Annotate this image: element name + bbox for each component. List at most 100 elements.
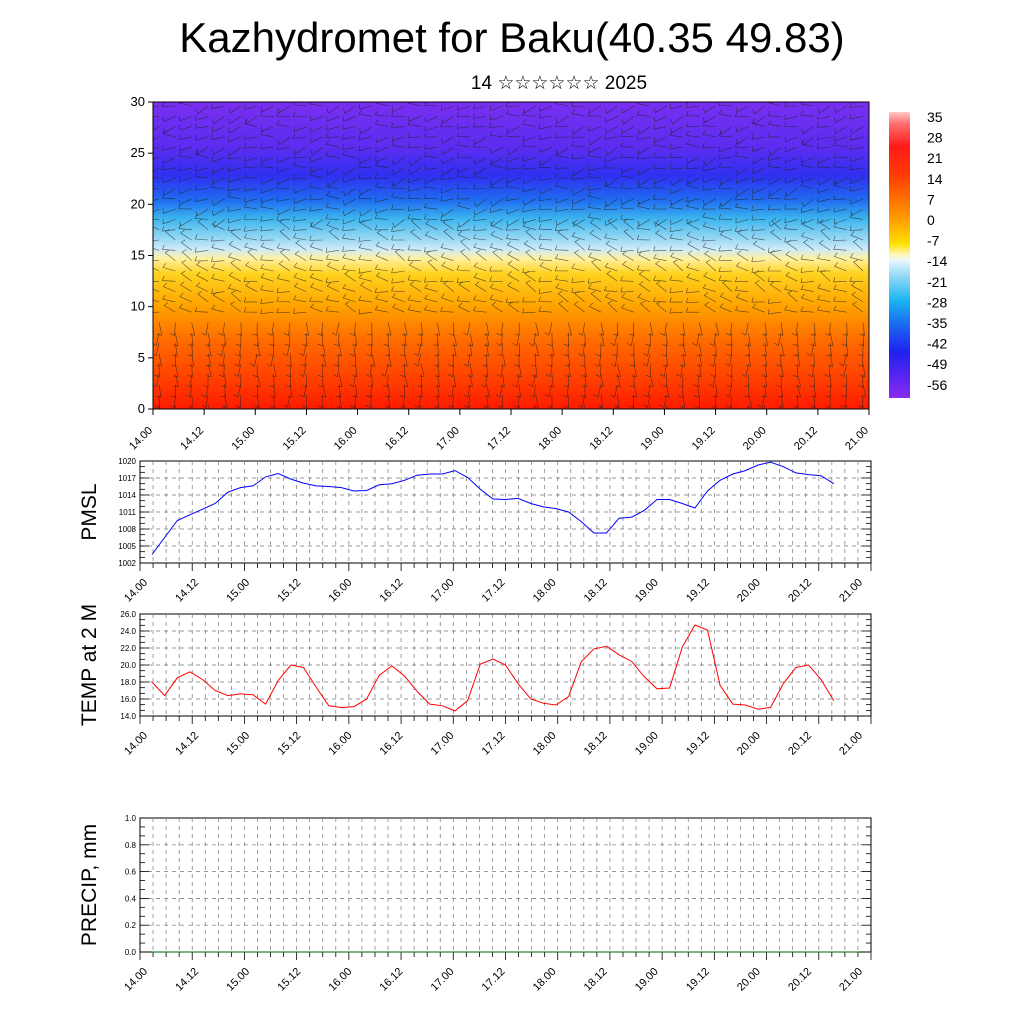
- x-tick-label: 18.12: [582, 966, 610, 994]
- wind-barb: [587, 278, 602, 284]
- wind-barb: [490, 114, 503, 121]
- wind-barb: [276, 120, 291, 127]
- wind-barb: [293, 225, 307, 231]
- wind-barb: [441, 157, 454, 165]
- wind-barb: [407, 305, 422, 313]
- y-tick-label: 1002: [118, 559, 136, 568]
- wind-barb: [512, 374, 520, 388]
- wind-barb: [423, 151, 438, 158]
- x-tick-label: 21.00: [837, 577, 865, 605]
- wind-barb: [320, 343, 326, 357]
- wind-barb: [709, 332, 716, 347]
- wind-barb: [686, 218, 700, 225]
- wind-barb: [440, 196, 454, 202]
- x-tick-label: 14.12: [173, 730, 201, 758]
- wind-barb: [365, 363, 373, 378]
- wind-barb: [637, 201, 651, 210]
- wind-barb: [578, 343, 585, 357]
- wind-barb: [563, 332, 570, 347]
- wind-barb: [571, 287, 585, 293]
- wind-barb: [162, 188, 176, 196]
- wind-barb: [178, 203, 192, 210]
- wind-barb: [473, 208, 487, 216]
- wind-barb: [407, 193, 422, 200]
- wind-barb: [661, 343, 667, 357]
- wind-barb: [457, 302, 471, 313]
- y-tick-label: 10: [131, 299, 145, 314]
- wind-barb: [718, 131, 733, 138]
- wind-barb: [767, 266, 782, 272]
- wind-barb: [580, 332, 586, 347]
- wind-barb: [434, 353, 440, 367]
- wind-barb: [784, 114, 798, 120]
- wind-barb: [433, 394, 440, 408]
- wind-barb: [711, 394, 717, 409]
- wind-barb: [533, 343, 539, 357]
- wind-barb: [153, 188, 160, 190]
- x-tick-label: 17.12: [485, 425, 513, 453]
- wind-barb: [626, 332, 635, 347]
- wind-barb: [807, 363, 815, 378]
- wind-barb: [801, 231, 814, 241]
- wind-barb: [374, 305, 389, 313]
- wind-barb: [505, 131, 520, 138]
- wind-barb: [735, 305, 749, 313]
- wind-barb: [793, 343, 799, 357]
- wind-barb: [489, 182, 503, 189]
- y-tick-label: 25: [131, 145, 145, 160]
- wind-barb: [647, 322, 654, 336]
- wind-barb: [528, 374, 536, 388]
- wind-barb: [653, 246, 667, 252]
- wind-barb: [580, 384, 586, 398]
- wind-barb: [376, 229, 389, 241]
- colorbar-label: -28: [927, 294, 947, 310]
- wind-barb: [456, 194, 471, 200]
- wind-barb: [512, 332, 520, 347]
- wind-barb: [643, 394, 651, 408]
- wind-barb: [220, 332, 226, 347]
- wind-barb: [179, 292, 192, 303]
- wind-barb: [211, 167, 225, 175]
- wind-barb: [466, 343, 473, 357]
- wind-barb: [637, 146, 651, 155]
- wind-barb: [310, 282, 323, 292]
- wind-barb: [358, 295, 372, 303]
- wind-barb: [833, 284, 847, 292]
- wind-barb: [441, 208, 454, 217]
- wind-barb: [336, 343, 342, 357]
- x-tick-label: 20.00: [735, 577, 763, 605]
- wind-barb: [252, 363, 258, 378]
- wind-barb: [696, 343, 703, 357]
- wind-barb: [325, 150, 340, 158]
- x-tick-label: 21.00: [837, 730, 865, 758]
- wind-barb: [817, 294, 831, 303]
- wind-barb: [496, 363, 504, 378]
- x-tick-label: 15.00: [224, 577, 252, 605]
- wind-barb: [685, 110, 700, 117]
- wind-barb: [857, 394, 864, 409]
- wind-barb: [413, 353, 422, 367]
- wind-barb: [293, 206, 307, 212]
- wind-barb: [374, 160, 389, 169]
- wind-barb: [277, 208, 291, 216]
- wind-barb: [687, 240, 700, 251]
- series-line: [151, 461, 835, 555]
- wind-barb: [687, 250, 700, 261]
- wind-barb: [358, 273, 372, 282]
- wind-barb: [441, 105, 454, 111]
- wind-barb: [194, 185, 209, 191]
- wind-barb: [325, 295, 340, 303]
- wind-barb: [375, 251, 389, 261]
- wind-barb: [606, 270, 618, 282]
- wind-barb: [603, 204, 618, 210]
- wind-barb: [300, 353, 307, 367]
- wind-barb: [325, 202, 340, 210]
- wind-barb: [441, 146, 454, 156]
- wind-barb: [473, 113, 487, 119]
- wind-barb: [833, 277, 847, 283]
- wind-barb: [218, 353, 225, 367]
- x-tick-label: 15.12: [275, 966, 303, 994]
- wind-barb: [342, 233, 356, 241]
- wind-barb: [786, 239, 798, 251]
- wind-barb: [409, 281, 422, 292]
